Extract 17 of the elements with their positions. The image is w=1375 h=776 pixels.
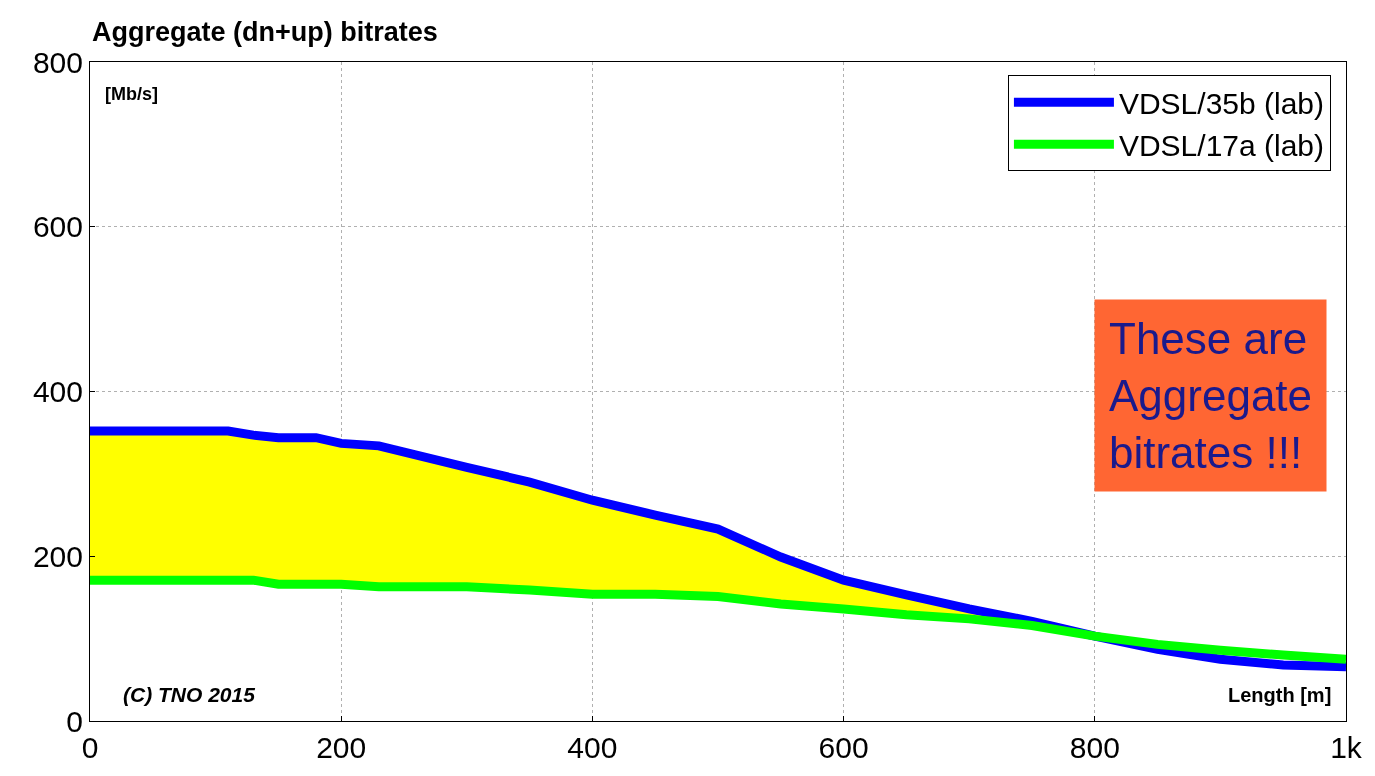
y-tick-label: 0 bbox=[66, 704, 83, 738]
y-tick-label: 800 bbox=[32, 45, 83, 79]
x-tick-label: 400 bbox=[567, 731, 618, 764]
x-tick-label: 600 bbox=[818, 731, 869, 764]
legend-label: VDSL/17a (lab) bbox=[1118, 128, 1325, 162]
x-tick-label: 800 bbox=[1069, 731, 1120, 764]
x-tick-label: 200 bbox=[316, 731, 367, 764]
annotation: (C) TNO 2015 bbox=[123, 683, 256, 706]
y-tick-label: 600 bbox=[32, 210, 83, 244]
x-tick-label: 1k bbox=[1330, 731, 1363, 764]
y-tick-label: 400 bbox=[32, 375, 83, 408]
annotation: These are Aggregate bitrates !!! bbox=[1109, 314, 1313, 478]
x-axis-title: Length [m] bbox=[1228, 684, 1332, 706]
chart-title: Aggregate (dn+up) bitrates bbox=[92, 17, 438, 47]
y-axis-title: [Mb/s] bbox=[105, 84, 158, 104]
y-tick-label: 200 bbox=[32, 539, 83, 573]
legend-label: VDSL/35b (lab) bbox=[1118, 86, 1325, 120]
